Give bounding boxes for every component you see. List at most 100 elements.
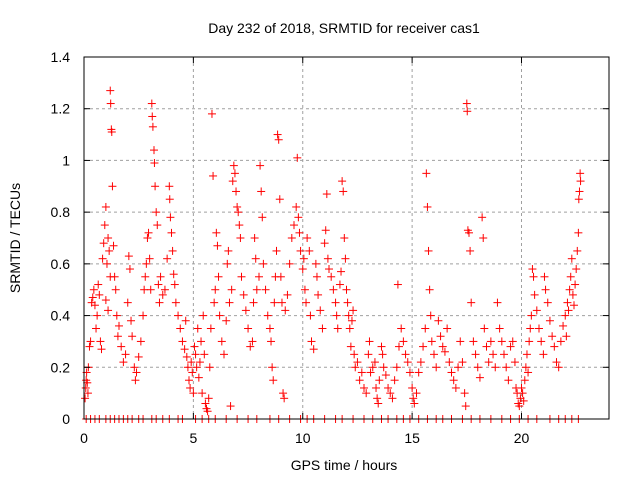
data-point (316, 306, 325, 315)
data-point (298, 265, 307, 274)
data-point (309, 345, 318, 354)
data-point (572, 265, 581, 274)
data-point (139, 311, 148, 320)
data-point (176, 324, 185, 333)
data-point (256, 161, 265, 170)
data-point (543, 298, 552, 307)
data-point (342, 285, 351, 294)
data-point (259, 259, 268, 268)
data-point (236, 234, 245, 242)
data-point (307, 337, 316, 346)
data-point (539, 350, 548, 359)
data-point (518, 389, 527, 398)
data-point (192, 363, 201, 372)
data-point (451, 383, 460, 392)
data-point (146, 285, 155, 294)
data-point (200, 350, 209, 359)
data-point (96, 337, 105, 346)
data-point (469, 337, 478, 346)
data-point (227, 285, 236, 294)
x-tick-label: 0 (80, 430, 88, 446)
data-point (158, 290, 167, 299)
data-point (134, 352, 143, 361)
data-point (465, 228, 473, 237)
x-axis-label: GPS time / hours (291, 457, 398, 473)
data-point (190, 342, 199, 351)
data-point (112, 311, 121, 320)
data-point (522, 350, 531, 359)
data-point (449, 376, 458, 385)
data-point (230, 169, 239, 178)
data-point (447, 368, 456, 377)
data-point (293, 153, 302, 162)
data-point (108, 182, 117, 191)
data-point (460, 389, 469, 398)
data-point (209, 171, 218, 180)
data-point (171, 298, 180, 307)
data-point (346, 342, 355, 351)
data-point (166, 213, 175, 222)
data-point (152, 208, 161, 217)
data-point (515, 402, 524, 411)
data-point (524, 368, 533, 377)
data-point (550, 342, 559, 351)
data-point (424, 246, 433, 255)
data-point (545, 316, 554, 325)
data-point (204, 394, 213, 403)
data-point (81, 394, 90, 403)
data-point (178, 337, 187, 346)
data-point (519, 396, 528, 405)
data-point (168, 246, 177, 255)
data-point (295, 228, 304, 237)
data-point (258, 213, 267, 222)
data-point (302, 298, 311, 307)
data-point (478, 213, 487, 222)
data-point (353, 358, 362, 367)
data-point (520, 376, 529, 385)
data-point (426, 311, 435, 320)
data-point (186, 383, 195, 392)
data-point (141, 272, 150, 281)
data-point (373, 394, 382, 403)
data-point (257, 187, 266, 196)
data-point (462, 99, 471, 108)
data-point (333, 324, 342, 333)
data-point (502, 363, 511, 372)
data-point (296, 246, 305, 255)
data-point (109, 241, 118, 250)
data-point (81, 383, 90, 392)
data-point (156, 272, 165, 281)
data-point (160, 285, 169, 294)
data-point (206, 324, 215, 333)
data-point (484, 358, 493, 367)
data-point (491, 363, 500, 372)
data-point (104, 306, 113, 315)
data-point (85, 342, 94, 351)
data-point (377, 342, 386, 351)
data-point (95, 290, 104, 299)
data-point (151, 182, 160, 191)
data-point (181, 316, 190, 325)
data-point (345, 324, 354, 333)
data-point (438, 342, 447, 351)
data-point (136, 337, 145, 346)
data-point (436, 332, 445, 341)
data-point (532, 306, 541, 315)
data-point (540, 272, 549, 281)
data-point (225, 298, 234, 307)
data-point (393, 280, 402, 289)
data-point (337, 267, 346, 276)
data-point (325, 265, 333, 274)
axis-ticks: 0 0.2 0.4 0.6 0.8 1 1.2 1.4 0 5 10 15 20 (51, 49, 609, 446)
data-point (343, 298, 352, 307)
data-point (466, 246, 475, 255)
data-point (517, 383, 526, 392)
data-point (249, 298, 258, 307)
data-point (248, 337, 257, 346)
data-point (362, 389, 371, 398)
data-point (486, 337, 495, 346)
data-point (150, 159, 159, 168)
y-tick-label: 1.2 (51, 101, 71, 117)
data-point (102, 259, 111, 268)
data-point (228, 177, 237, 186)
